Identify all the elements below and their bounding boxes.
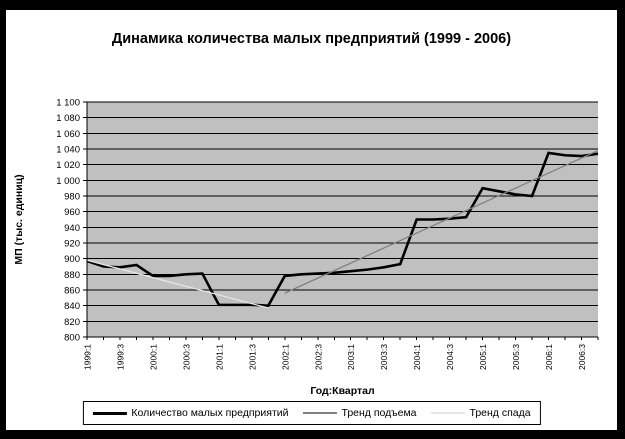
legend-item-trend-up: Тренд подъема [302,407,417,419]
chart-plot-svg: 800 820 840 860 880 900 920 940 960 980 1 000 1 020… [13,98,599,397]
y-tick-label: 880 [64,270,80,281]
x-tick-label: 2002:1 [280,344,290,370]
y-tick-label: 800 [64,333,80,344]
x-tick-label: 2003:3 [379,344,389,370]
y-tick-label: 840 [64,301,80,312]
x-tick-label: 2002:3 [313,344,323,370]
legend-label: Количество малых предприятий [131,407,289,419]
main-line [86,151,599,308]
x-tick-label: 2001:3 [247,344,257,370]
x-axis-title: Год:Квартал [310,385,374,397]
x-tick-label: 2006:3 [577,344,587,370]
x-tick-label: 1999:3 [115,344,125,370]
main-series-line-sample-icon [92,411,127,415]
chart-legend: Количество малых предприятий Тренд подъе… [82,401,541,425]
y-tick-label: 1 100 [56,98,80,109]
trend-up-line-sample-icon [302,412,337,414]
y-tick-label: 960 [64,207,80,218]
trend-down-line-sample-icon [430,412,465,414]
y-tick-label: 1 080 [56,113,80,124]
y-tick-label: 820 [64,317,80,328]
y-tick-label: 1 000 [56,176,80,187]
y-tick-label: 940 [64,223,80,234]
y-tick-label: 900 [64,254,80,265]
x-tick-label: 2000:3 [181,344,191,370]
legend-label: Тренд подъема [341,407,417,419]
x-tick-label: 2006:1 [544,344,554,370]
x-tick-label: 1999:1 [83,344,93,370]
y-axis-title: МП (тыс. единиц) [13,174,25,264]
y-tick-label: 860 [64,286,80,297]
y-tick-label: 1 040 [56,145,80,156]
plot-area [87,102,598,337]
x-tick-label: 2001:1 [214,344,224,370]
x-tick-label: 2003:1 [346,344,356,370]
y-tick-label: 920 [64,239,80,250]
y-tick-label: 980 [64,192,80,203]
x-tick-label: 2005:3 [511,344,521,370]
x-tick-label: 2005:1 [478,344,488,370]
y-tick-label: 1 020 [56,160,80,171]
chart-canvas: Динамика количества малых предприятий (1… [6,10,617,430]
chart-title: Динамика количества малых предприятий (1… [111,31,512,47]
legend-label: Тренд спада [469,407,531,419]
legend-item-main-series: Количество малых предприятий [92,407,289,419]
x-tick-label: 2004:3 [445,344,455,370]
trend-up-line [284,149,599,294]
trend-down-line [86,259,269,309]
x-tick-label: 2004:1 [412,344,422,370]
legend-item-trend-down: Тренд спада [430,407,531,419]
x-tick-label: 2000:1 [148,344,158,370]
y-tick-label: 1 060 [56,129,80,140]
